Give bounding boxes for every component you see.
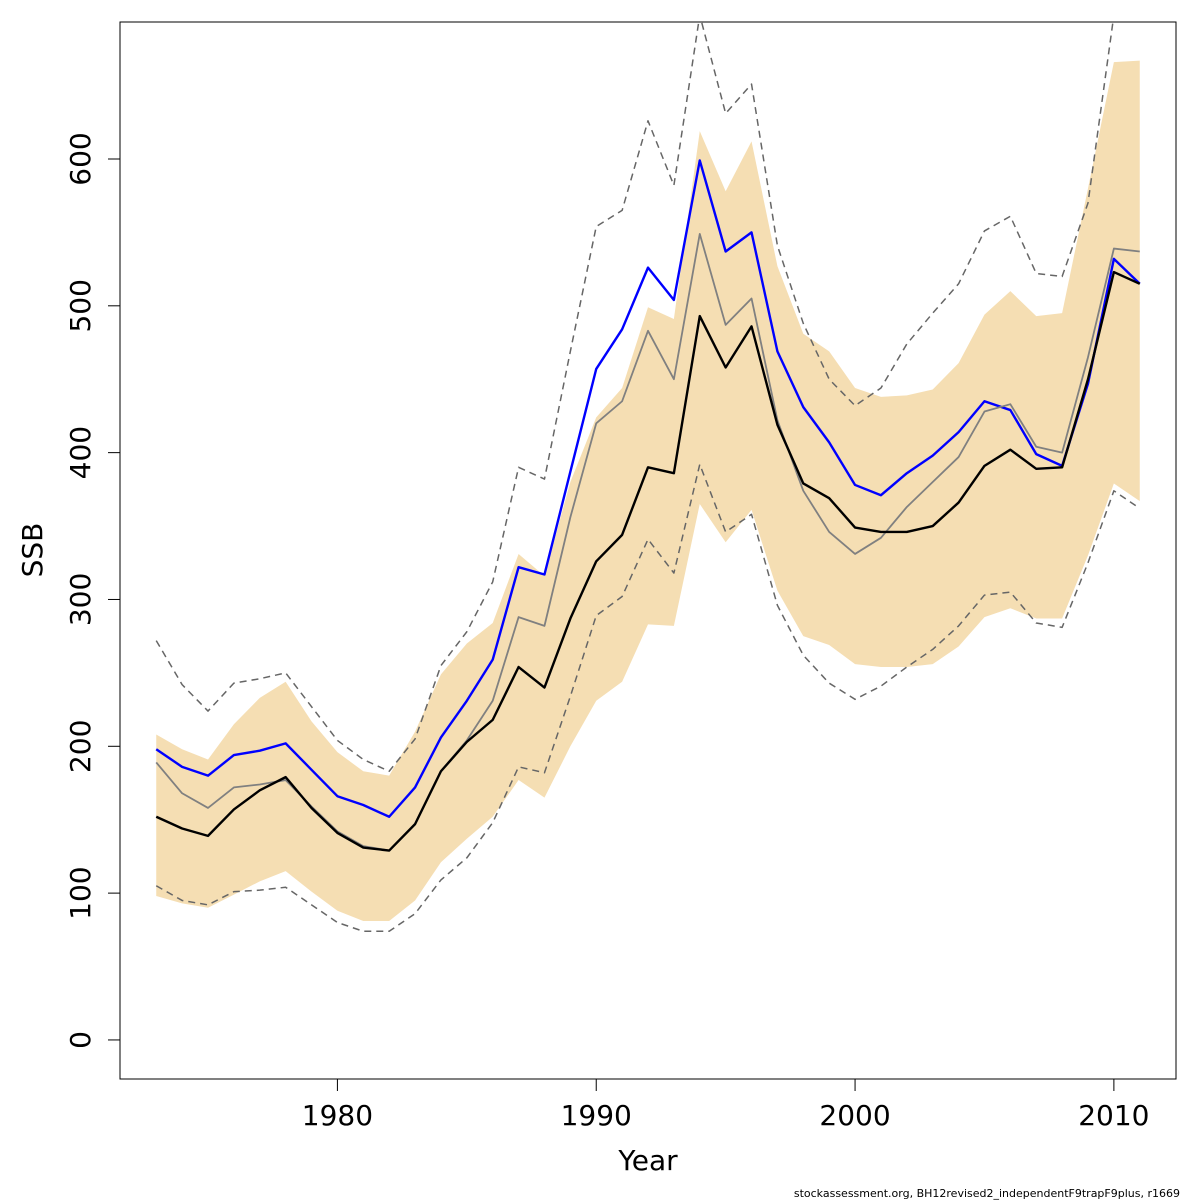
y-tick-label: 0 [64,1031,97,1049]
x-tick-label: 2000 [819,1099,890,1132]
y-tick-label: 100 [64,866,97,919]
confidence-band [156,60,1140,922]
series-line-blue [155,159,1141,818]
y-axis: 0 100 200 300 400 500 600 [64,132,120,1049]
series-line-black [155,270,1141,852]
series-layer [155,22,1141,933]
confidence-band-layer [156,60,1140,922]
y-tick-label: 200 [64,720,97,773]
y-tick-label: 400 [64,426,97,479]
x-tick-label: 2010 [1078,1099,1149,1132]
y-axis-title: SSB [16,523,49,578]
x-tick-label: 1990 [561,1099,632,1132]
x-tick-label: 1980 [302,1099,373,1132]
series-line-upper-dashed [155,22,1114,773]
x-axis-title: Year [617,1144,678,1177]
y-tick-label: 300 [64,573,97,626]
footnote: stockassessment.org, BH12revised2_indepe… [794,1187,1180,1200]
series-line-lower-dashed [155,463,1141,933]
plot-frame [119,21,1177,1080]
y-tick-label: 500 [64,279,97,332]
x-axis: 1980 1990 2000 2010 [302,1079,1150,1132]
y-tick-label: 600 [64,132,97,185]
